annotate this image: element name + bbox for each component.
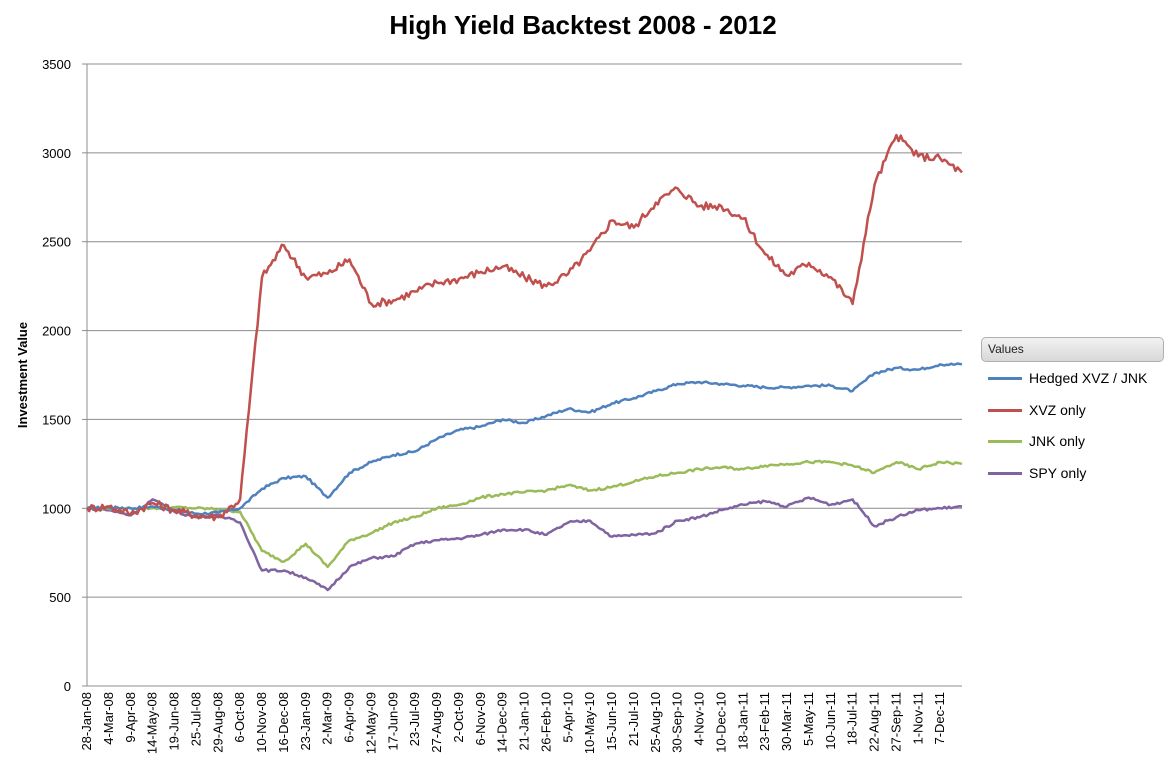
x-tick-label: 25-Jul-08 (188, 692, 203, 746)
legend-swatch (988, 408, 1022, 412)
legend-label: SPY only (1029, 464, 1087, 481)
x-tick-label: 21-Jul-10 (626, 692, 641, 746)
x-tick-label: 30-Sep-10 (670, 692, 685, 753)
x-tick-label: 2-Oct-09 (451, 692, 466, 743)
x-tick-label: 27-Aug-09 (429, 692, 444, 753)
x-tick-label: 18-Jul-11 (845, 692, 860, 745)
axes (82, 63, 962, 687)
series-line (86, 362, 963, 516)
x-tick-label: 10-May-10 (582, 692, 597, 754)
x-tick-label: 29-Aug-08 (210, 692, 225, 753)
series-lines (86, 133, 963, 592)
legend-entry: JNK only (981, 425, 1164, 457)
x-tick-label: 6-Nov-09 (473, 692, 488, 745)
y-tick-label: 2000 (42, 324, 71, 339)
legend-swatch (988, 471, 1022, 475)
y-tick-label: 500 (49, 590, 71, 605)
x-tick-label: 9-Apr-08 (123, 692, 138, 743)
x-tick-label: 28-Jan-08 (79, 692, 94, 751)
x-tick-label: 21-Jan-10 (517, 692, 532, 751)
legend-label: XVZ only (1029, 401, 1086, 418)
y-tick-label: 2500 (42, 235, 71, 250)
x-tick-label: 10-Jun-11 (823, 692, 838, 750)
x-tick-label: 6-Oct-08 (232, 692, 247, 743)
y-tick-label: 3000 (42, 146, 71, 161)
chart-title: High Yield Backtest 2008 - 2012 (389, 10, 777, 40)
legend-entry: SPY only (981, 457, 1164, 489)
x-tick-label: 17-Jun-09 (385, 692, 400, 751)
x-tick-label: 7-Dec-11 (932, 692, 947, 745)
legend-swatch (988, 377, 1022, 380)
y-tick-labels: 0 500 1000 1500 2000 2500 3000 3500 (42, 57, 71, 694)
legend-header[interactable]: Values (981, 337, 1164, 362)
x-tick-label: 19-Jun-08 (167, 692, 182, 751)
x-tick-label: 5-May-11 (801, 692, 816, 746)
x-tick-label: 14-May-08 (145, 692, 160, 754)
x-tick-label: 1-Nov-11 (910, 692, 925, 745)
y-tick-label: 0 (64, 679, 71, 694)
x-tick-label: 12-May-09 (363, 692, 378, 754)
x-tick-label: 10-Dec-10 (713, 692, 728, 753)
x-tick-label: 27-Sep-11 (888, 692, 903, 752)
legend-label: Hedged XVZ / JNK (1029, 370, 1148, 386)
legend-entry: XVZ only (981, 394, 1164, 426)
y-tick-label: 1500 (42, 412, 71, 427)
legend: Values Hedged XVZ / JNK XVZ only JNK only S… (981, 337, 1164, 488)
x-tick-label: 6-Apr-09 (342, 692, 357, 743)
x-tick-label: 10-Nov-08 (254, 692, 269, 753)
x-tick-label: 23-Feb-11 (757, 692, 772, 751)
x-tick-label: 5-Apr-10 (560, 692, 575, 743)
x-tick-label: 26-Feb-10 (538, 692, 553, 752)
x-tick-label: 15-Jun-10 (604, 692, 619, 751)
legend-label: JNK only (1029, 433, 1086, 449)
x-tick-label: 22-Aug-11 (867, 692, 882, 752)
y-axis-label: Investment Value (15, 322, 30, 428)
x-tick-label: 23-Jan-09 (298, 692, 313, 751)
x-tick-labels: 28-Jan-08 4-Mar-08 9-Apr-08 14-May-08 19-Jun… (79, 692, 947, 754)
legend-entry: Hedged XVZ / JNK (981, 362, 1164, 394)
series-line (86, 133, 963, 522)
x-tick-label: 4-Mar-08 (101, 692, 116, 745)
x-tick-label: 30-Mar-11 (779, 692, 794, 751)
x-tick-label: 16-Dec-08 (276, 692, 291, 753)
y-tick-label: 1000 (42, 501, 71, 516)
x-tick-label: 25-Aug-10 (648, 692, 663, 753)
series-line (86, 496, 963, 592)
series-line (86, 459, 963, 569)
y-tick-label: 3500 (42, 57, 71, 72)
x-tick-label: 18-Jan-11 (735, 692, 750, 750)
legend-swatch (988, 440, 1022, 443)
x-tick-label: 2-Mar-09 (320, 692, 335, 745)
x-tick-label: 23-Jul-09 (407, 692, 422, 746)
x-tick-label: 4-Nov-10 (692, 692, 707, 745)
x-tick-label: 14-Dec-09 (495, 692, 510, 753)
